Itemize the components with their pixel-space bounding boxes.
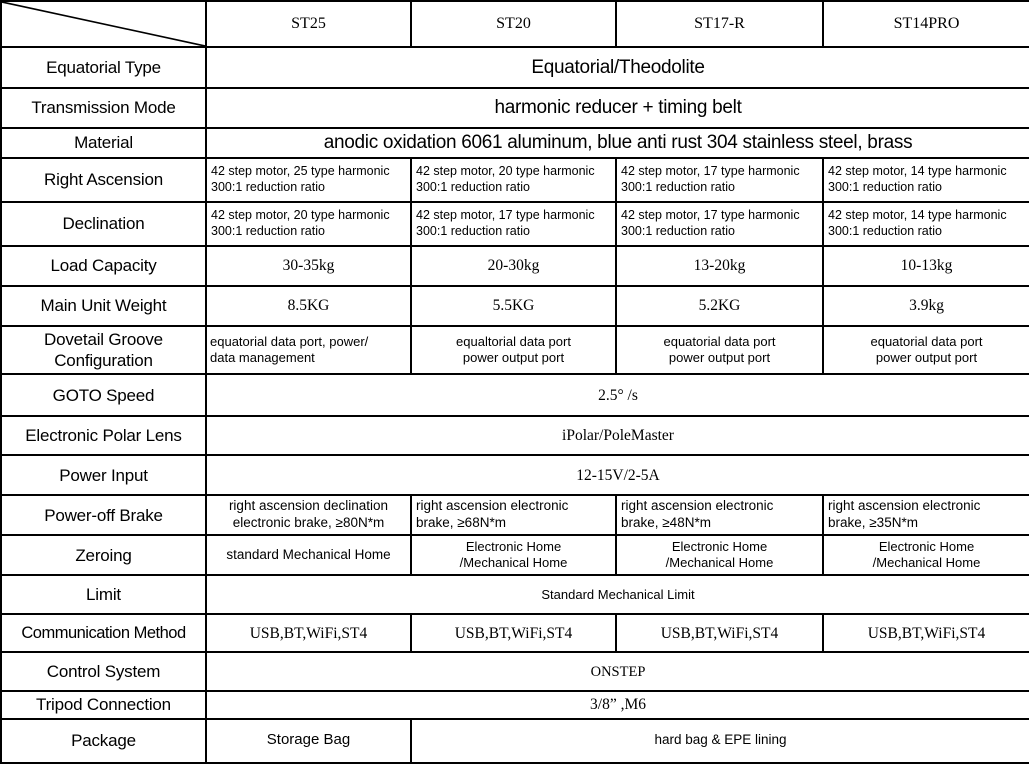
column-header-st17r: ST17-R	[615, 0, 824, 48]
table-row-goto-speed: GOTO Speed 2.5° /s	[0, 373, 1029, 418]
table-row-tripod-connection: Tripod Connection 3/8” ,M6	[0, 690, 1029, 720]
table-row-power-off-brake: Power-off Brake right ascension declinat…	[0, 494, 1029, 537]
row-label: Communication Method	[0, 613, 207, 654]
merged-value-cell: 3/8” ,M6	[205, 690, 1029, 720]
table-row-right-ascension: Right Ascension 42 step motor, 25 type h…	[0, 156, 1029, 203]
spec-cell: Electronic Home /Mechanical Home	[822, 534, 1029, 577]
spec-cell: equatorial data port power output port	[822, 324, 1029, 376]
row-label: Control System	[0, 651, 207, 693]
merged-value-cell: Standard Mechanical Limit	[205, 574, 1029, 616]
row-label: Declination	[0, 200, 207, 247]
row-label: Dovetail Groove Configuration	[0, 324, 207, 376]
row-label: Equatorial Type	[0, 46, 207, 89]
spec-cell: right ascension declination electronic b…	[205, 494, 412, 537]
merged-value-cell: ONSTEP	[205, 651, 1029, 693]
table-row-package: Package Storage Bag hard bag & EPE linin…	[0, 717, 1029, 764]
table-row-zeroing: Zeroing standard Mechanical Home Electro…	[0, 534, 1029, 577]
table-row-control-system: Control System ONSTEP	[0, 651, 1029, 693]
table-row-main-unit-weight: Main Unit Weight 8.5KG 5.5KG 5.2KG 3.9kg	[0, 284, 1029, 327]
row-label: Main Unit Weight	[0, 284, 207, 327]
table-row-electronic-polar-lens: Electronic Polar Lens iPolar/PoleMaster	[0, 415, 1029, 457]
spec-cell: USB,BT,WiFi,ST4	[615, 613, 824, 654]
row-label: Transmission Mode	[0, 87, 207, 129]
spec-cell: 42 step motor, 20 type harmonic 300:1 re…	[205, 200, 412, 247]
spec-cell: USB,BT,WiFi,ST4	[410, 613, 617, 654]
table-row-load-capacity: Load Capacity 30-35kg 20-30kg 13-20kg 10…	[0, 244, 1029, 287]
row-label: Material	[0, 127, 207, 159]
spec-cell: 3.9kg	[822, 284, 1029, 327]
spec-cell: 5.5KG	[410, 284, 617, 327]
row-label: Zeroing	[0, 534, 207, 577]
diagonal-line	[2, 2, 205, 46]
spec-cell: equatorial data port power output port	[615, 324, 824, 376]
spec-cell: right ascension electronic brake, ≥48N*m	[615, 494, 824, 537]
column-header-st14pro: ST14PRO	[822, 0, 1029, 48]
row-label: Power-off Brake	[0, 494, 207, 537]
merged-value-cell: 12-15V/2-5A	[205, 454, 1029, 497]
spec-cell: 10-13kg	[822, 244, 1029, 287]
table-row-declination: Declination 42 step motor, 20 type harmo…	[0, 200, 1029, 247]
header-row: ST25 ST20 ST17-R ST14PRO	[0, 0, 1029, 48]
spec-cell: equaltorial data port power output port	[410, 324, 617, 376]
table-row-transmission-mode: Transmission Mode harmonic reducer + tim…	[0, 87, 1029, 129]
row-label: Tripod Connection	[0, 690, 207, 720]
spec-cell: Electronic Home /Mechanical Home	[615, 534, 824, 577]
table-row-communication-method: Communication Method USB,BT,WiFi,ST4 USB…	[0, 613, 1029, 654]
row-label: Package	[0, 717, 207, 764]
column-header-st25: ST25	[205, 0, 412, 48]
row-label: Limit	[0, 574, 207, 616]
spec-cell: 5.2KG	[615, 284, 824, 327]
spec-cell: 42 step motor, 14 type harmonic 300:1 re…	[822, 156, 1029, 203]
spec-cell: USB,BT,WiFi,ST4	[822, 613, 1029, 654]
row-label: GOTO Speed	[0, 373, 207, 418]
spec-cell: standard Mechanical Home	[205, 534, 412, 577]
spec-cell: 42 step motor, 17 type harmonic 300:1 re…	[410, 200, 617, 247]
column-header-st20: ST20	[410, 0, 617, 48]
spec-cell: 13-20kg	[615, 244, 824, 287]
table-row-dovetail-groove: Dovetail Groove Configuration equatorial…	[0, 324, 1029, 376]
merged-value-cell: iPolar/PoleMaster	[205, 415, 1029, 457]
spec-cell: USB,BT,WiFi,ST4	[205, 613, 412, 654]
spec-cell: 8.5KG	[205, 284, 412, 327]
spec-cell: right ascension electronic brake, ≥68N*m	[410, 494, 617, 537]
row-label: Load Capacity	[0, 244, 207, 287]
merged-value-cell: anodic oxidation 6061 aluminum, blue ant…	[205, 127, 1029, 159]
spec-cell: 42 step motor, 17 type harmonic 300:1 re…	[615, 200, 824, 247]
spec-cell: 42 step motor, 25 type harmonic 300:1 re…	[205, 156, 412, 203]
spec-cell: right ascension electronic brake, ≥35N*m	[822, 494, 1029, 537]
table-row-equatorial-type: Equatorial Type Equatorial/Theodolite	[0, 46, 1029, 89]
merged-value-cell: Equatorial/Theodolite	[205, 46, 1029, 89]
spec-cell: 20-30kg	[410, 244, 617, 287]
merged-value-cell: 2.5° /s	[205, 373, 1029, 418]
spec-cell: 42 step motor, 20 type harmonic 300:1 re…	[410, 156, 617, 203]
corner-cell	[0, 0, 207, 48]
spec-cell: Electronic Home /Mechanical Home	[410, 534, 617, 577]
row-label: Power Input	[0, 454, 207, 497]
table-row-limit: Limit Standard Mechanical Limit	[0, 574, 1029, 616]
row-label: Right Ascension	[0, 156, 207, 203]
spec-cell: 42 step motor, 14 type harmonic 300:1 re…	[822, 200, 1029, 247]
table-row-material: Material anodic oxidation 6061 aluminum,…	[0, 127, 1029, 159]
spec-cell: Storage Bag	[205, 717, 412, 764]
spec-cell: equatorial data port, power/ data manage…	[205, 324, 412, 376]
merged-value-cell: hard bag & EPE lining	[410, 717, 1029, 764]
spec-cell: 42 step motor, 17 type harmonic 300:1 re…	[615, 156, 824, 203]
merged-value-cell: harmonic reducer + timing belt	[205, 87, 1029, 129]
row-label: Electronic Polar Lens	[0, 415, 207, 457]
spec-cell: 30-35kg	[205, 244, 412, 287]
table-row-power-input: Power Input 12-15V/2-5A	[0, 454, 1029, 497]
